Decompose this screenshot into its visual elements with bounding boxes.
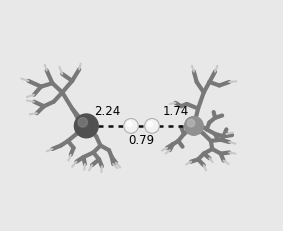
Circle shape <box>78 118 87 127</box>
Circle shape <box>147 122 153 127</box>
Text: 1.74: 1.74 <box>163 105 189 118</box>
Circle shape <box>145 119 159 133</box>
Circle shape <box>124 119 138 133</box>
Circle shape <box>185 117 203 135</box>
Circle shape <box>187 119 195 127</box>
Circle shape <box>74 114 98 138</box>
Text: 0.79: 0.79 <box>128 134 155 147</box>
Circle shape <box>127 122 132 127</box>
Text: 2.24: 2.24 <box>94 105 120 118</box>
